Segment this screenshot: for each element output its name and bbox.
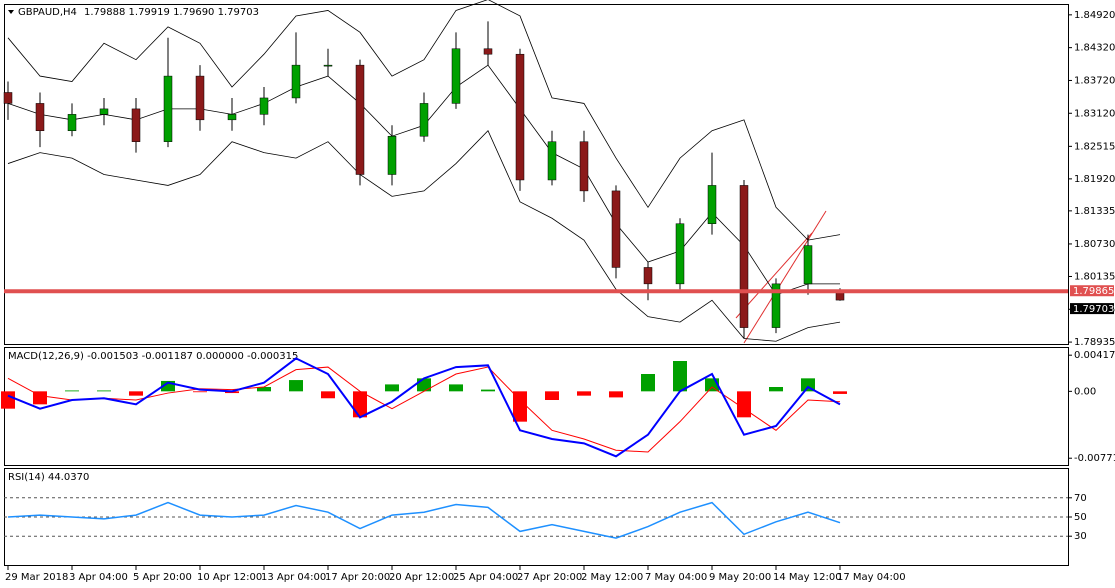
candle-body [355,64,365,175]
candle-body [451,48,461,104]
price-panel [4,4,1069,345]
histogram-bar [257,387,271,392]
x-tick-label: 3 Apr 04:00 [69,572,128,583]
price-label: 1.79865 [1073,286,1114,297]
histogram-bar [385,384,399,392]
histogram-bar [33,391,47,405]
candle-body [291,64,301,99]
histogram-bar [129,391,143,396]
histogram-bar [481,389,495,392]
histogram-bar [513,391,527,422]
y-tick-label: 1.84920 [1074,10,1115,21]
histogram-bar [833,391,847,394]
rsi-title: RSI(14) 44.0370 [8,472,89,483]
candle-body [163,75,173,142]
menu-icon[interactable] [8,10,14,14]
x-tick-label: 27 Apr 20:00 [517,572,582,583]
candle-body [739,185,749,328]
bollinger-band [7,130,841,342]
y-tick-label: 1.83720 [1074,75,1115,86]
y-tick-label: 50 [1074,512,1087,523]
candle-body [675,223,685,285]
histogram-bar [321,391,335,399]
rsi-line [7,501,841,539]
candle-body [579,141,589,192]
histogram-bar [1,391,15,409]
histogram-bar [609,391,623,398]
bollinger-band [7,0,841,241]
x-tick-label: 14 May 12:00 [773,572,842,583]
candle-body [3,92,13,104]
x-tick-label: 2 May 12:00 [581,572,643,583]
x-tick-label: 7 May 04:00 [645,572,707,583]
candle-body [771,283,781,328]
channel-line[interactable] [743,210,827,344]
candle-body [131,108,141,142]
candle-body [387,135,397,175]
y-tick-label: 30 [1074,531,1087,542]
histogram-bar [97,390,111,392]
channel-line[interactable] [735,232,813,319]
y-tick-label: 1.81335 [1074,206,1115,217]
candle-body [195,75,205,121]
x-tick-label: 10 Apr 12:00 [197,572,262,583]
x-tick-label: 13 Apr 04:00 [261,572,326,583]
candle-body [547,141,557,181]
bid-label: 1.79703 [1073,304,1114,315]
x-tick-label: 29 Mar 2018 [5,572,68,583]
ohlc-info: 1.79888 1.79919 1.79690 1.79703 [84,7,259,18]
histogram-bar [545,391,559,400]
candle-body [419,103,429,137]
candle-body [227,114,237,121]
y-tick-label: 0.00 [1074,386,1096,397]
candle-body [515,53,525,181]
candle-body [99,108,109,115]
x-tick-label: 25 Apr 04:00 [453,572,518,583]
histogram-bar [417,378,431,392]
y-tick-label: 1.81920 [1074,174,1115,185]
y-tick-label: 1.83120 [1074,108,1115,119]
x-tick-label: 20 Apr 12:00 [389,572,454,583]
y-tick-label: 70 [1074,493,1087,504]
price-label-box [1070,285,1114,297]
histogram-bar [769,387,783,392]
y-tick-label: 1.82515 [1074,141,1115,152]
candle-body [35,103,45,132]
x-tick-label: 5 Apr 20:00 [133,572,192,583]
y-tick-label: 1.84320 [1074,43,1115,54]
histogram-bar [289,380,303,392]
symbol-title: GBPAUD,H4 [18,7,77,18]
macd-line [7,357,841,458]
histogram-bar [737,391,751,418]
y-tick-label: 1.78935 [1074,337,1115,348]
candle-body [67,114,77,132]
candle-body [323,64,333,67]
candle-body [259,97,269,115]
histogram-bar [161,380,175,392]
histogram-bar [449,384,463,392]
candle-body [483,48,493,55]
candle-body [803,245,813,285]
candle-body [611,190,621,268]
x-tick-label: 9 May 20:00 [709,572,771,583]
macd-title: MACD(12,26,9) -0.001503 -0.001187 0.0000… [8,351,298,362]
histogram-bar [577,391,591,396]
x-tick-label: 17 Apr 20:00 [325,572,390,583]
histogram-bar [673,361,687,392]
histogram-bar [65,390,79,392]
y-tick-label: 1.80730 [1074,239,1115,250]
histogram-bar [353,391,367,418]
bid-label-box [1070,303,1114,315]
candle-body [643,267,653,285]
y-tick-label: 1.80135 [1074,271,1115,282]
histogram-bar [641,374,655,392]
x-tick-label: 17 May 04:00 [837,572,906,583]
y-tick-label: -0.007717 [1074,453,1115,464]
candle-body [707,185,717,224]
y-tick-label: 0.004171 [1074,350,1115,361]
histogram-bar [193,391,207,393]
